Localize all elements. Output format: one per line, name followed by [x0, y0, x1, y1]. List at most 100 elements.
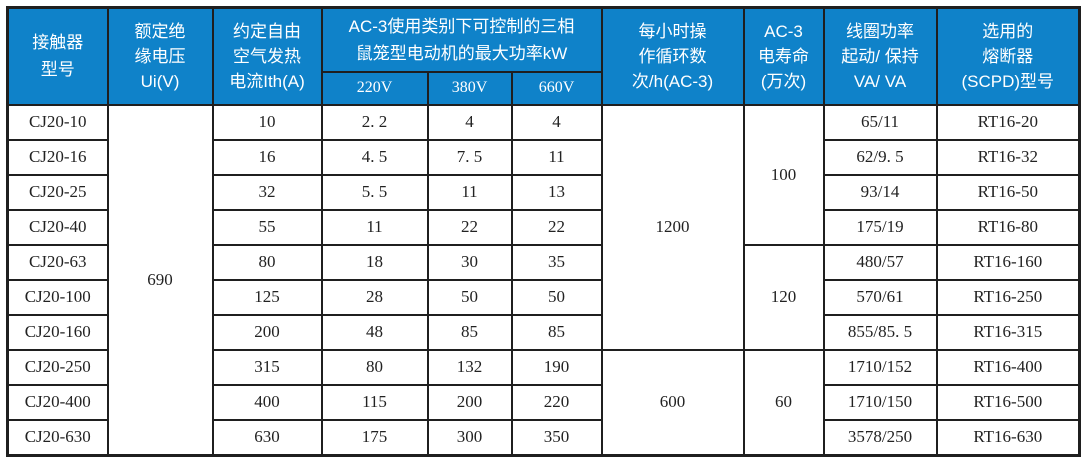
cell-p220: 115 — [320, 383, 429, 421]
header-ith-line2: 空气发热 — [233, 46, 301, 66]
table-row: CJ20-400 400 115 200 220 1710/150 RT16-5… — [6, 383, 1081, 421]
header-ac3-group-cell: AC-3使用类别下可控制的三相 鼠笼型电动机的最大功率kW — [320, 6, 603, 73]
table-row: CJ20-160 200 48 85 85 855/85. 5 RT16-315 — [6, 313, 1081, 351]
header-380v-cell: 380V — [426, 70, 513, 106]
cell-p660: 22 — [510, 208, 603, 246]
cell-p380: 132 — [426, 348, 513, 386]
cell-coil: 1710/150 — [822, 383, 938, 421]
cell-p660: 350 — [510, 418, 603, 456]
cell-p380: 4 — [426, 103, 513, 141]
cell-model: CJ20-25 — [6, 173, 109, 211]
cell-model: CJ20-400 — [6, 383, 109, 421]
cell-ith: 80 — [211, 243, 323, 281]
header-coil-line1: 线圈功率 — [846, 21, 915, 41]
table-header: 接触器 型号 额定绝 缘电压 Ui(V) 约定自由 空气发热 电流Ith(A) … — [6, 6, 1081, 106]
header-life-line2: 电寿命 — [758, 46, 810, 66]
cell-model: CJ20-100 — [6, 278, 109, 316]
cell-model: CJ20-16 — [6, 138, 109, 176]
header-ui-line2: 缘电压 — [134, 46, 186, 66]
cell-coil: 3578/250 — [822, 418, 938, 456]
cell-coil: 175/19 — [822, 208, 938, 246]
header-ith-line3: 电流Ith(A) — [229, 71, 305, 91]
cell-ith: 10 — [211, 103, 323, 141]
cell-p380: 11 — [426, 173, 513, 211]
cell-ith: 315 — [211, 348, 323, 386]
cell-p220: 175 — [320, 418, 429, 456]
spec-table-container: 接触器 型号 额定绝 缘电压 Ui(V) 约定自由 空气发热 电流Ith(A) … — [6, 6, 1082, 457]
cell-p380: 85 — [426, 313, 513, 351]
header-fuse-line2: 熔断器 — [982, 46, 1034, 66]
table-row: CJ20-10 690 10 2. 2 4 4 1200 100 65/11 R… — [6, 103, 1081, 456]
cell-ith: 400 — [211, 383, 323, 421]
cell-coil: 62/9. 5 — [822, 138, 938, 176]
cell-ith: 16 — [211, 138, 323, 176]
cell-life-merged-top: 100 — [742, 103, 825, 246]
cell-p220: 80 — [320, 348, 429, 386]
header-cycles-line3: 次/h(AC-3) — [631, 71, 714, 91]
cell-p220: 5. 5 — [320, 173, 429, 211]
cell-p660: 85 — [510, 313, 603, 351]
header-660v-cell: 660V — [510, 70, 603, 106]
table-row: CJ20-40 55 11 22 22 175/19 RT16-80 — [6, 208, 1081, 246]
cell-ui-merged: 690 — [106, 103, 214, 456]
header-coil-cell: 线圈功率 起动/ 保持 VA/ VA — [822, 6, 938, 106]
cell-life-merged-bottom: 60 — [742, 348, 825, 456]
table-row: CJ20-16 16 4. 5 7. 5 11 62/9. 5 RT16-32 — [6, 138, 1081, 176]
header-coil-line3: VA/ VA — [853, 71, 907, 91]
cell-coil: 570/61 — [822, 278, 938, 316]
cell-p220: 28 — [320, 278, 429, 316]
cell-p660: 11 — [510, 138, 603, 176]
header-life-cell: AC-3 电寿命 (万次) — [742, 6, 825, 106]
cell-p660: 50 — [510, 278, 603, 316]
header-220v-cell: 220V — [320, 70, 429, 106]
cell-model: CJ20-10 — [6, 103, 109, 141]
cell-p380: 50 — [426, 278, 513, 316]
cell-coil: 65/11 — [822, 103, 938, 141]
cell-fuse: RT16-80 — [935, 208, 1081, 246]
cell-p660: 13 — [510, 173, 603, 211]
header-cycles-cell: 每小时操 作循环数 次/h(AC-3) — [600, 6, 745, 106]
header-fuse-line3: (SCPD)型号 — [961, 71, 1055, 91]
header-ui-cell: 额定绝 缘电压 Ui(V) — [106, 6, 214, 106]
cell-p380: 300 — [426, 418, 513, 456]
cell-fuse: RT16-315 — [935, 313, 1081, 351]
cell-p660: 4 — [510, 103, 603, 141]
cell-ith: 32 — [211, 173, 323, 211]
cell-model: CJ20-630 — [6, 418, 109, 456]
cell-fuse: RT16-500 — [935, 383, 1081, 421]
cell-p380: 200 — [426, 383, 513, 421]
cell-fuse: RT16-160 — [935, 243, 1081, 281]
header-life-line3: (万次) — [760, 71, 807, 91]
cell-fuse: RT16-32 — [935, 138, 1081, 176]
header-life-line1: AC-3 — [764, 21, 803, 41]
cell-fuse: RT16-250 — [935, 278, 1081, 316]
cell-fuse: RT16-50 — [935, 173, 1081, 211]
cell-cycles-merged-bottom: 600 — [600, 348, 745, 456]
header-cycles-line2: 作循环数 — [638, 46, 707, 66]
table-body: CJ20-10 690 10 2. 2 4 4 1200 100 65/11 R… — [6, 103, 1081, 456]
cell-life-merged-mid: 120 — [742, 243, 825, 351]
header-ui-line3: Ui(V) — [140, 71, 180, 91]
table-row: CJ20-63 80 18 30 35 120 480/57 RT16-160 — [6, 243, 1081, 351]
header-row-main: 接触器 型号 额定绝 缘电压 Ui(V) 约定自由 空气发热 电流Ith(A) … — [6, 6, 1081, 106]
cell-ith: 630 — [211, 418, 323, 456]
cell-p220: 2. 2 — [320, 103, 429, 141]
cell-p660: 190 — [510, 348, 603, 386]
cell-ith: 55 — [211, 208, 323, 246]
header-model-cell: 接触器 型号 — [6, 6, 109, 106]
header-fuse-line1: 选用的 — [982, 21, 1034, 41]
cell-fuse: RT16-400 — [935, 348, 1081, 386]
cell-ith: 125 — [211, 278, 323, 316]
cell-coil: 855/85. 5 — [822, 313, 938, 351]
cell-model: CJ20-160 — [6, 313, 109, 351]
cell-coil: 93/14 — [822, 173, 938, 211]
table-row: CJ20-250 315 80 132 190 600 60 1710/152 … — [6, 348, 1081, 456]
cell-p380: 7. 5 — [426, 138, 513, 176]
cell-p220: 18 — [320, 243, 429, 281]
header-model-line2: 型号 — [40, 60, 75, 80]
table-row: CJ20-100 125 28 50 50 570/61 RT16-250 — [6, 278, 1081, 316]
cell-p660: 35 — [510, 243, 603, 281]
cell-p380: 22 — [426, 208, 513, 246]
cell-model: CJ20-63 — [6, 243, 109, 281]
header-ac3-line1: AC-3使用类别下可控制的三相 — [348, 16, 575, 36]
